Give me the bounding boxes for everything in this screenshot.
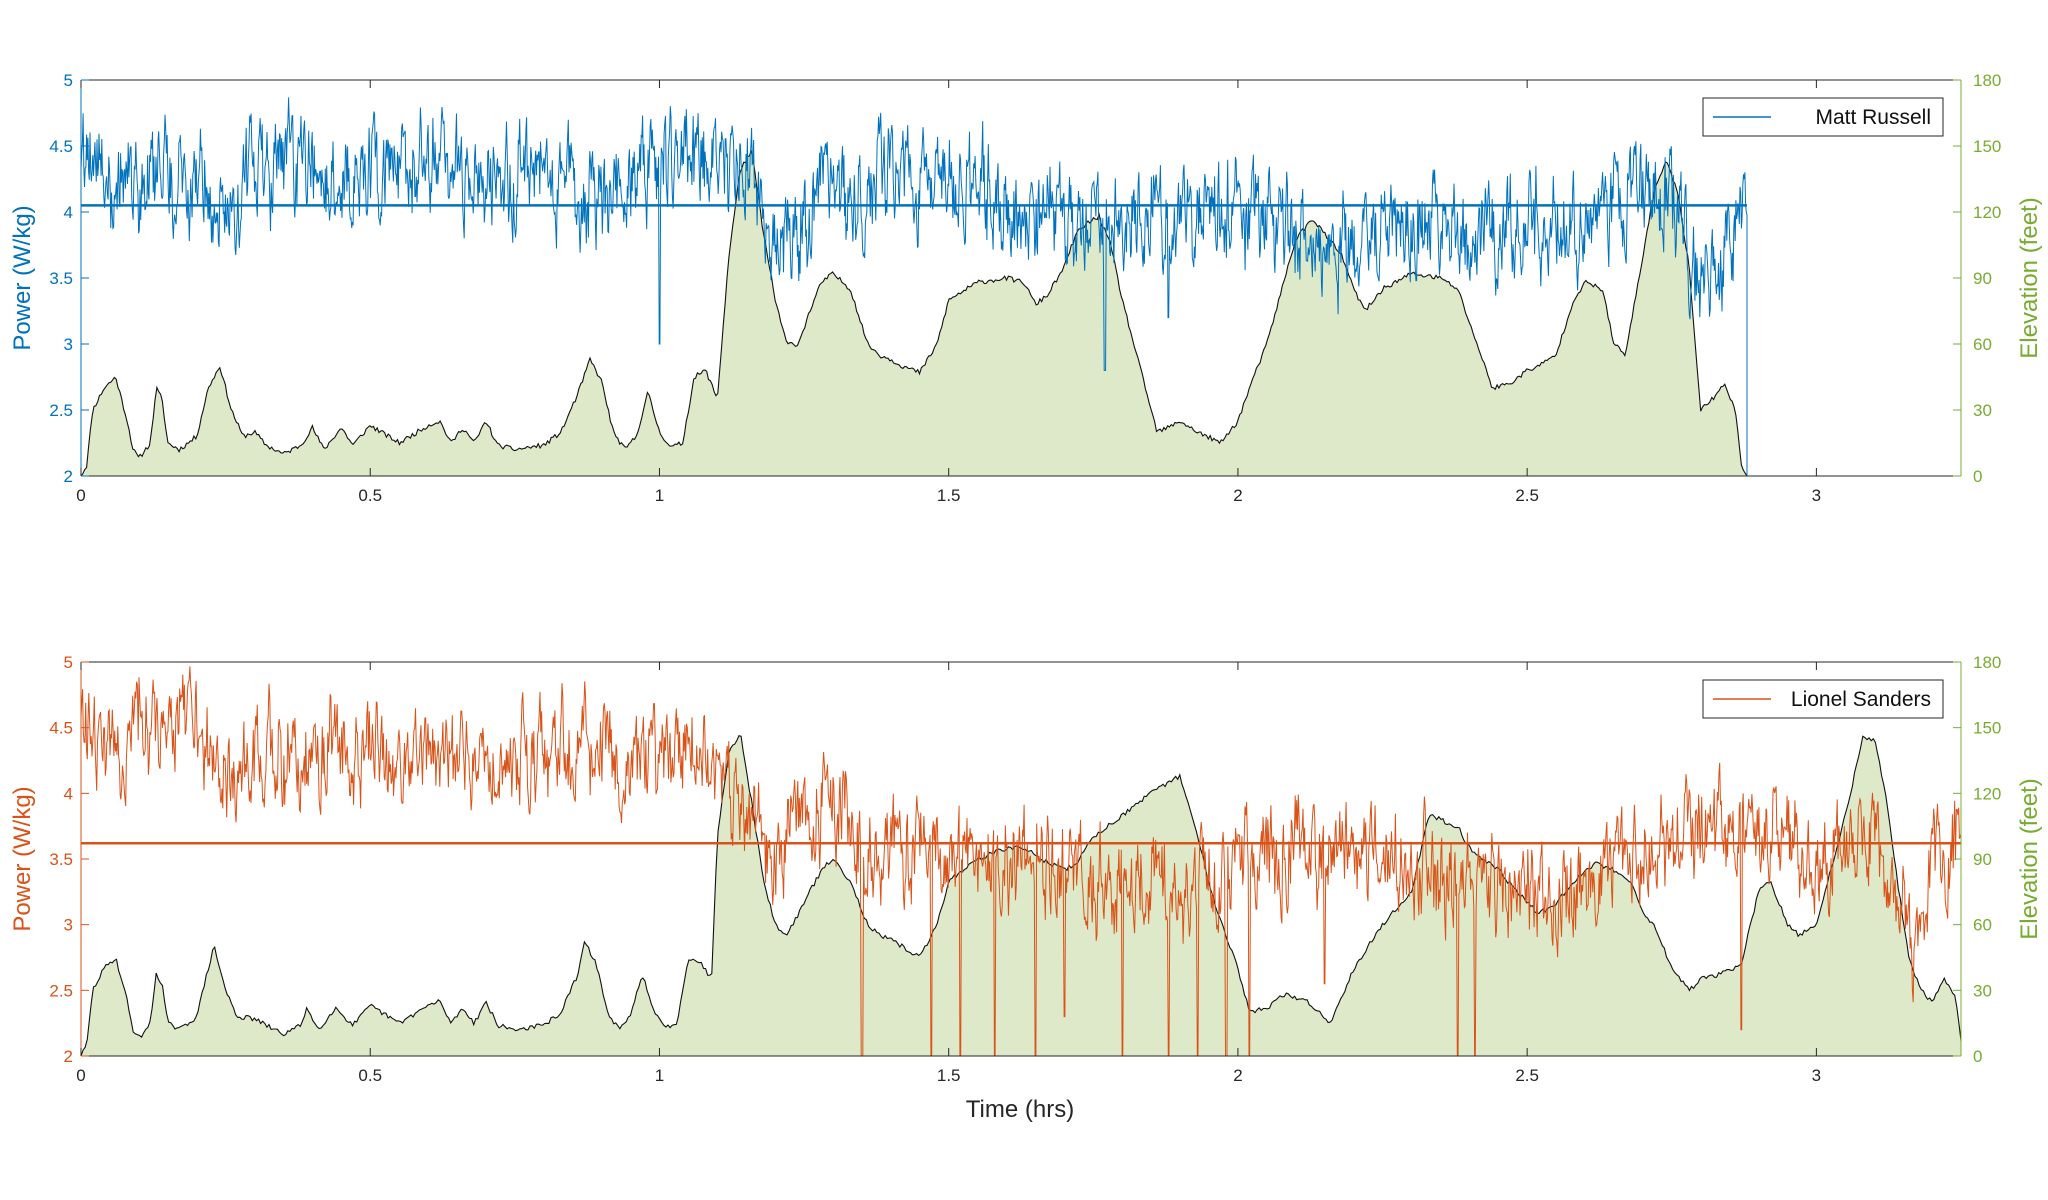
plot-area	[81, 97, 1748, 476]
power-trace	[81, 666, 1961, 1056]
y-right-tick-label: 60	[1973, 916, 1992, 935]
y-left-tick-label: 4	[64, 784, 73, 803]
y-left-tick-label: 3	[64, 916, 73, 935]
elevation-area	[81, 151, 1747, 476]
y-left-tick-label: 2.5	[49, 401, 73, 420]
y-right-tick-label: 180	[1973, 71, 2001, 90]
x-tick-label: 1.5	[937, 1066, 961, 1085]
y-left-tick-label: 5	[64, 71, 73, 90]
y-right-tick-label: 90	[1973, 850, 1992, 869]
x-tick-label: 1	[655, 486, 664, 505]
y-right-tick-label: 0	[1973, 467, 1982, 486]
panel-matt-russell: 0 0.5 1 1.5 2 2.5 3 2 2.5 3 3.5 4 4.5 5 0 30 60 90 120 150 1…	[9, 71, 2043, 505]
elevation-line	[81, 150, 1748, 476]
x-tick-label: 2.5	[1515, 1066, 1539, 1085]
elevation-area	[81, 735, 1961, 1056]
y-axis-right-label: Elevation (feet)	[2016, 197, 2043, 358]
y-right-tick-label: 180	[1973, 653, 2001, 672]
y-left-tick-label: 3	[64, 335, 73, 354]
y-right-tick-label: 30	[1973, 981, 1992, 1000]
x-tick-label: 1	[655, 1066, 664, 1085]
y-right-tick-label: 90	[1973, 269, 1992, 288]
x-tick-label: 3	[1812, 486, 1821, 505]
x-tick-label: 0.5	[358, 486, 382, 505]
y-left-tick-label: 4	[64, 203, 73, 222]
y-left-tick-label: 4.5	[49, 719, 73, 738]
y-right-tick-label: 150	[1973, 137, 2001, 156]
panel-lionel-sanders: 0 0.5 1 1.5 2 2.5 3 2 2.5 3 3.5 4 4.5 5 0 30 60 90 120 150 1…	[9, 653, 2043, 1085]
y-left-tick-label: 4.5	[49, 137, 73, 156]
y-axis-left-label: Power (W/kg)	[9, 786, 36, 931]
y-left-tick-label: 3.5	[49, 269, 73, 288]
x-axis-label: Time (hrs)	[966, 1096, 1074, 1123]
y-left-tick-label: 3.5	[49, 850, 73, 869]
power-trace	[81, 97, 1748, 476]
plot-area	[81, 666, 1961, 1056]
y-right-tick-label: 0	[1973, 1047, 1982, 1066]
legend-label: Lionel Sanders	[1791, 688, 1931, 711]
x-tick-label: 2.5	[1515, 486, 1539, 505]
legend-label: Matt Russell	[1815, 106, 1931, 129]
y-right-tick-label: 60	[1973, 335, 1992, 354]
y-left-tick-label: 2	[64, 467, 73, 486]
x-tick-label: 0	[76, 486, 85, 505]
y-axis-left-label: Power (W/kg)	[9, 205, 36, 350]
elevation-line	[81, 735, 1961, 1056]
y-right-tick-label: 30	[1973, 401, 1992, 420]
x-tick-label: 1.5	[937, 486, 961, 505]
y-axis-right-label: Elevation (feet)	[2016, 778, 2043, 939]
x-tick-label: 0.5	[358, 1066, 382, 1085]
x-tick-label: 0	[76, 1066, 85, 1085]
x-tick-label: 2	[1233, 486, 1242, 505]
y-left-tick-label: 2.5	[49, 981, 73, 1000]
y-right-tick-label: 150	[1973, 719, 2001, 738]
y-right-tick-label: 120	[1973, 784, 2001, 803]
x-tick-label: 3	[1812, 1066, 1821, 1085]
x-tick-label: 2	[1233, 1066, 1242, 1085]
y-left-tick-label: 5	[64, 653, 73, 672]
y-right-tick-label: 120	[1973, 203, 2001, 222]
y-left-tick-label: 2	[64, 1047, 73, 1066]
